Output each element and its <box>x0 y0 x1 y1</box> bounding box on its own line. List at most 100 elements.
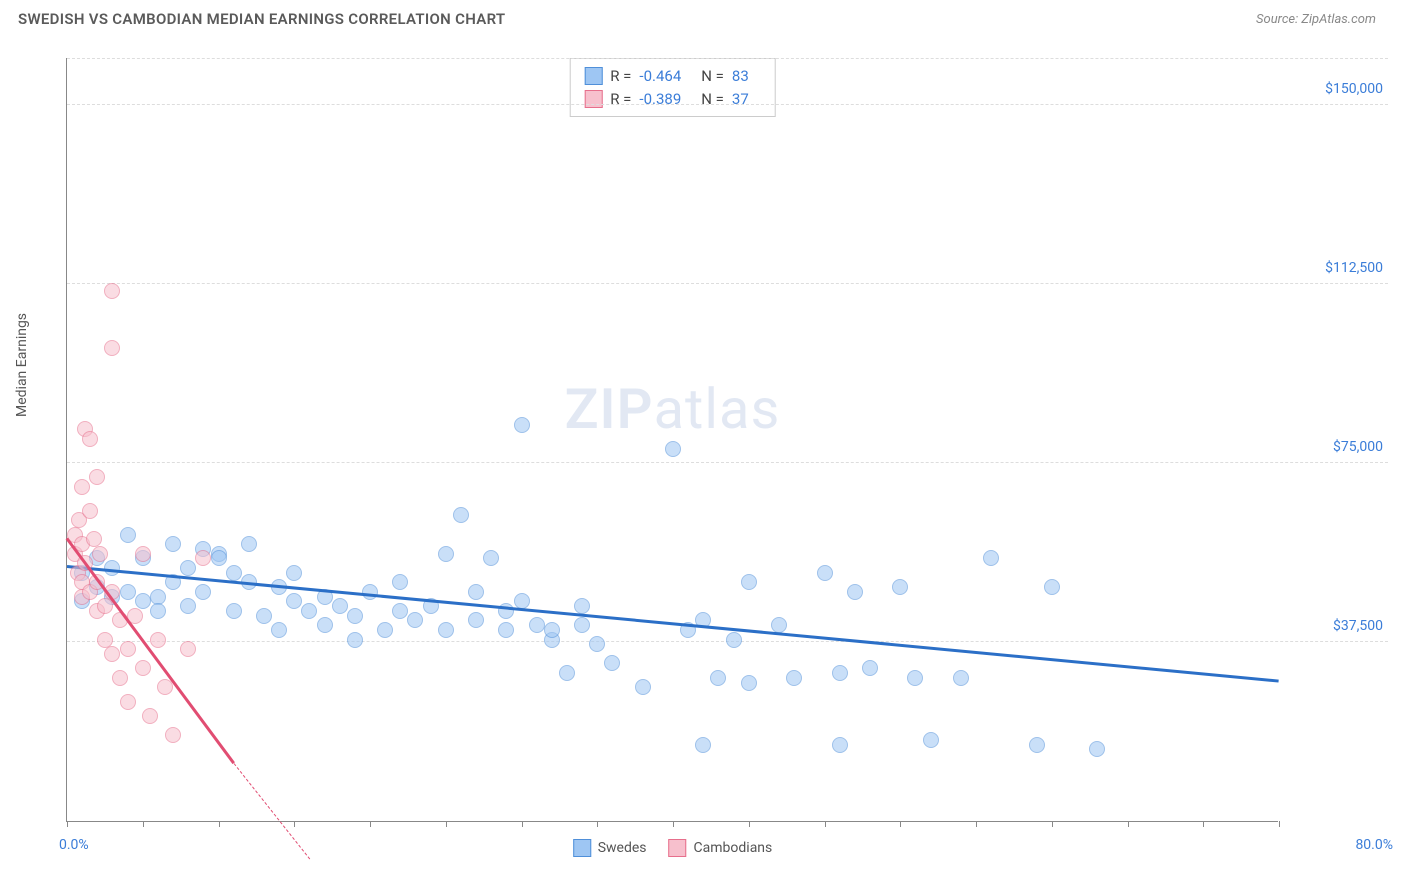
data-point <box>97 598 113 614</box>
data-point <box>710 670 726 686</box>
source-label: Source: ZipAtlas.com <box>1256 12 1376 27</box>
data-point <box>211 550 227 566</box>
x-tick <box>1052 821 1053 827</box>
x-tick <box>1279 821 1280 827</box>
data-point <box>604 655 620 671</box>
data-point <box>498 622 514 638</box>
stat-r-value: -0.464 <box>639 65 681 88</box>
legend: Swedes Cambodians <box>573 839 773 857</box>
x-min-label: 0.0% <box>59 837 89 853</box>
legend-swatch <box>584 67 602 85</box>
data-point <box>377 622 393 638</box>
data-point <box>817 565 833 581</box>
data-point <box>468 584 484 600</box>
data-point <box>301 603 317 619</box>
data-point <box>468 612 484 628</box>
stats-row: R =-0.464N =83 <box>584 65 761 88</box>
stat-key: N = <box>701 65 724 88</box>
trend-line <box>66 537 235 763</box>
legend-item: Swedes <box>573 839 647 857</box>
data-point <box>180 598 196 614</box>
stat-key: R = <box>610 88 631 111</box>
trend-line <box>67 565 1279 683</box>
data-point <box>135 546 151 562</box>
data-point <box>165 536 181 552</box>
data-point <box>559 665 575 681</box>
data-point <box>832 665 848 681</box>
data-point <box>907 670 923 686</box>
x-tick <box>976 821 977 827</box>
data-point <box>574 598 590 614</box>
data-point <box>89 469 105 485</box>
data-point <box>332 598 348 614</box>
data-point <box>923 732 939 748</box>
x-tick <box>294 821 295 827</box>
data-point <box>392 603 408 619</box>
data-point <box>514 417 530 433</box>
plot-region: ZIPatlas R =-0.464N =83R =-0.389N =37 Sw… <box>66 58 1278 822</box>
data-point <box>195 584 211 600</box>
x-tick <box>1203 821 1204 827</box>
data-point <box>142 708 158 724</box>
data-point <box>362 584 378 600</box>
data-point <box>150 603 166 619</box>
y-tick-label: $112,500 <box>1325 260 1383 276</box>
y-tick-label: $150,000 <box>1325 81 1383 97</box>
data-point <box>226 603 242 619</box>
data-point <box>256 608 272 624</box>
data-point <box>92 546 108 562</box>
data-point <box>635 679 651 695</box>
stat-n-value: 37 <box>732 88 749 111</box>
data-point <box>574 617 590 633</box>
data-point <box>741 675 757 691</box>
stat-key: N = <box>701 88 724 111</box>
x-tick <box>67 821 68 827</box>
data-point <box>82 431 98 447</box>
data-point <box>438 546 454 562</box>
data-point <box>453 507 469 523</box>
x-max-label: 80.0% <box>1355 837 1393 853</box>
data-point <box>726 632 742 648</box>
data-point <box>120 641 136 657</box>
data-point <box>180 560 196 576</box>
data-point <box>271 622 287 638</box>
y-tick-label: $75,000 <box>1333 439 1383 455</box>
legend-label: Swedes <box>598 840 647 856</box>
x-tick <box>1128 821 1129 827</box>
data-point <box>847 584 863 600</box>
data-point <box>392 574 408 590</box>
legend-item: Cambodians <box>669 839 773 857</box>
data-point <box>665 441 681 457</box>
x-tick <box>825 821 826 827</box>
stats-box: R =-0.464N =83R =-0.389N =37 <box>569 58 776 117</box>
x-tick <box>673 821 674 827</box>
stats-row: R = -0.389 N = 37 <box>584 88 761 111</box>
data-point <box>286 565 302 581</box>
stat-r-value: -0.389 <box>639 88 681 111</box>
legend-label: Cambodians <box>694 840 773 856</box>
data-point <box>953 670 969 686</box>
x-tick <box>143 821 144 827</box>
x-tick <box>219 821 220 827</box>
x-tick <box>749 821 750 827</box>
gridline <box>67 462 1388 463</box>
data-point <box>1044 579 1060 595</box>
data-point <box>104 646 120 662</box>
data-point <box>1029 737 1045 753</box>
data-point <box>589 636 605 652</box>
y-axis-label: Median Earnings <box>14 313 30 417</box>
data-point <box>120 584 136 600</box>
data-point <box>1089 741 1105 757</box>
gridline <box>67 58 1388 59</box>
data-point <box>862 660 878 676</box>
x-tick <box>522 821 523 827</box>
data-point <box>150 632 166 648</box>
legend-swatch <box>669 839 687 857</box>
data-point <box>120 527 136 543</box>
data-point <box>347 608 363 624</box>
data-point <box>438 622 454 638</box>
data-point <box>180 641 196 657</box>
data-point <box>241 536 257 552</box>
data-point <box>786 670 802 686</box>
data-point <box>74 479 90 495</box>
